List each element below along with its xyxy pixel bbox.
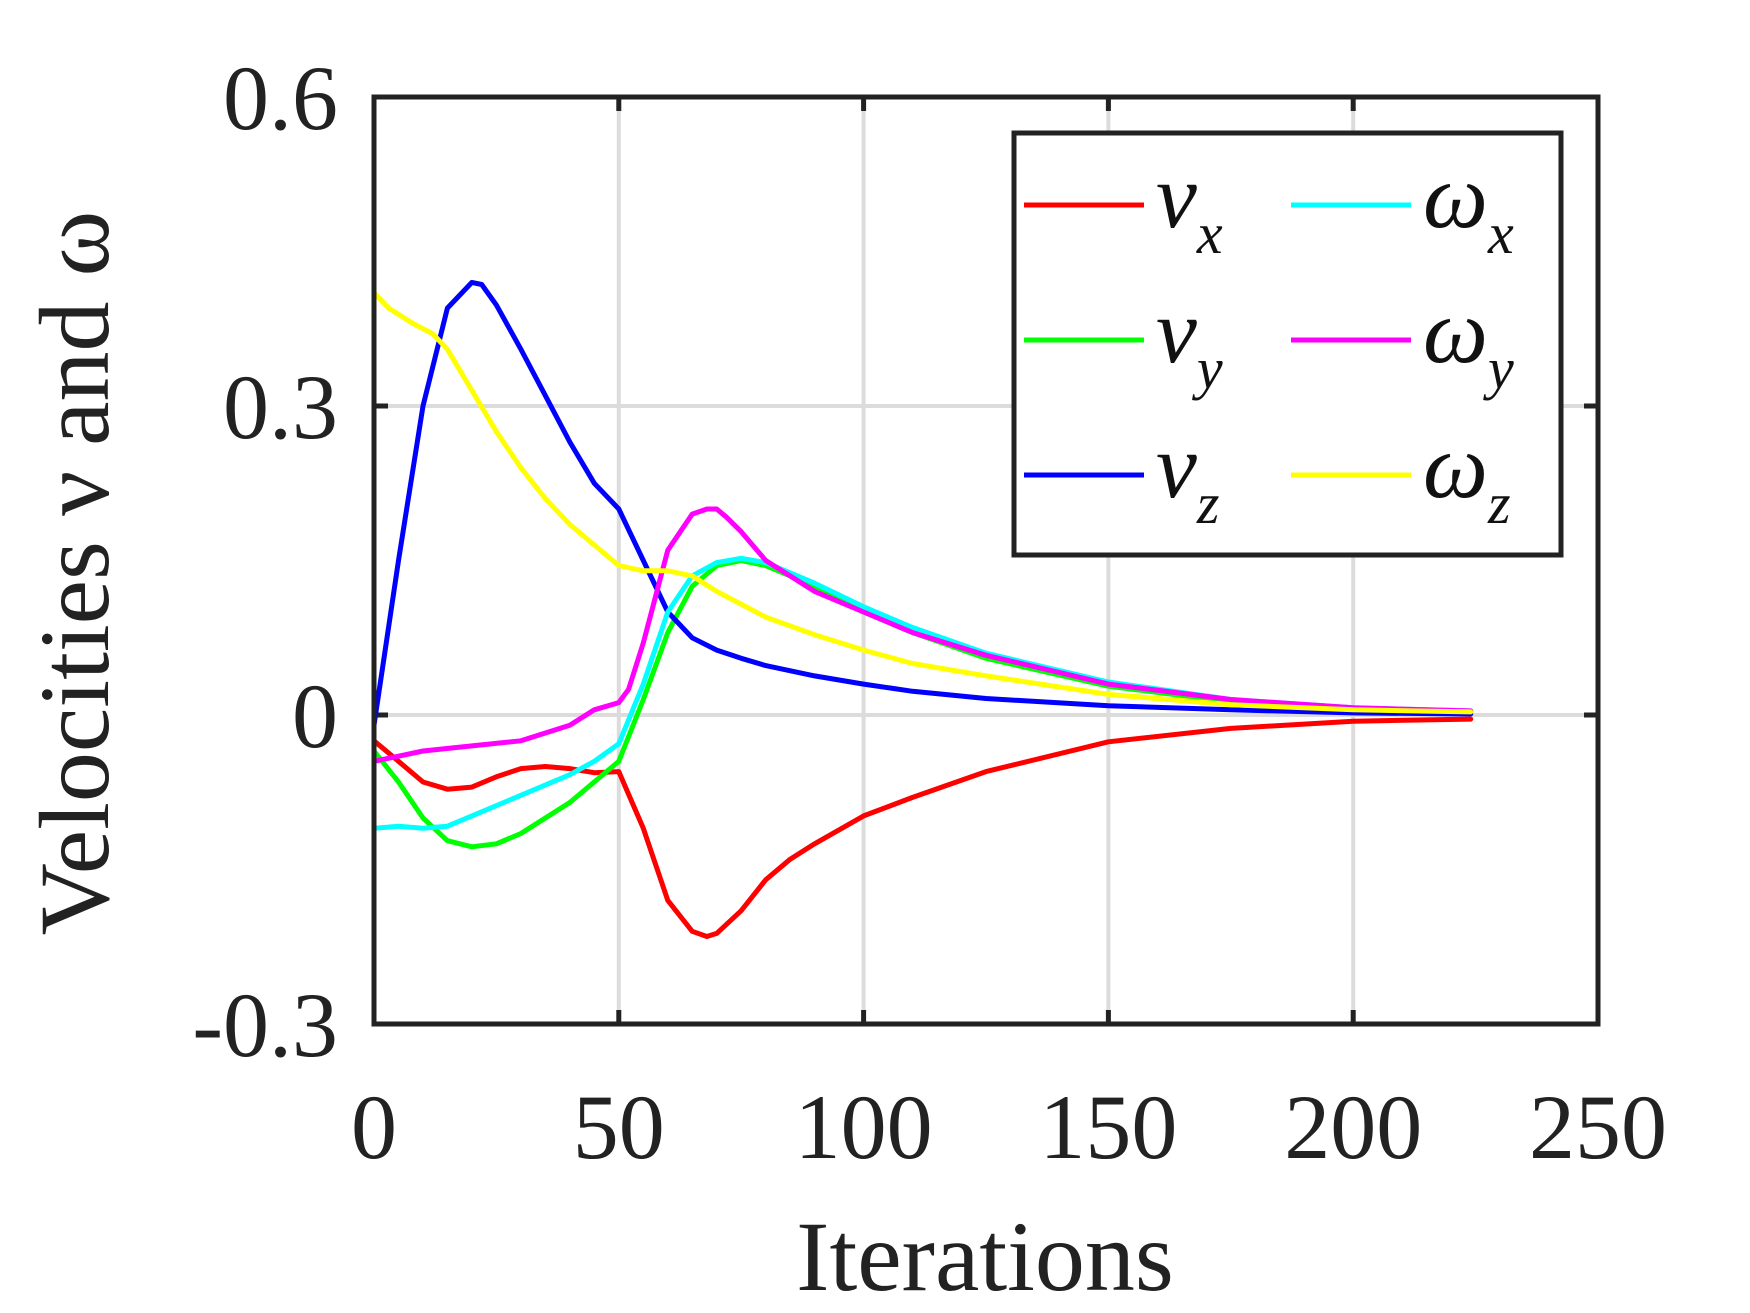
x-tick-label: 250 — [1529, 1076, 1667, 1178]
x-tick-label: 0 — [351, 1076, 397, 1178]
legend-symbol: ω — [1423, 280, 1488, 382]
y-tick-label: -0.3 — [192, 974, 338, 1076]
legend-symbol: ν — [1156, 145, 1197, 247]
y-tick-label: 0.3 — [223, 356, 338, 458]
series-lines — [371, 279, 1474, 939]
legend-symbol: ω — [1423, 145, 1488, 247]
y-tick-labels: -0.3 0 0.3 0.6 — [192, 47, 338, 1076]
legend-subscript: x — [1487, 201, 1514, 266]
legend-label: ωy — [1423, 280, 1514, 401]
x-tick-label: 150 — [1039, 1076, 1177, 1178]
series-line-z-omega — [371, 290, 1474, 715]
x-axis-label: Iterations — [796, 1201, 1174, 1312]
y-tick-label: 0.6 — [223, 47, 338, 149]
legend-label: νy — [1156, 280, 1223, 401]
legend-subscript: y — [1483, 336, 1514, 401]
series-line-y-omega — [371, 506, 1474, 764]
legend-subscript: x — [1196, 201, 1223, 266]
plot-frame — [371, 94, 1601, 1027]
x-tick-label: 200 — [1284, 1076, 1422, 1178]
series-line-z-nu — [371, 279, 1474, 728]
legend-label: ωz — [1423, 415, 1511, 536]
legend-symbol: ν — [1156, 415, 1197, 517]
x-tick-labels: 0 50 100 150 200 250 — [351, 1076, 1667, 1178]
legend-subscript: z — [1487, 471, 1511, 536]
y-axis-label: Velocities ν and ω — [19, 211, 130, 936]
legend-symbol: ν — [1156, 280, 1197, 382]
series-line-y-nu — [371, 558, 1474, 850]
legend-subscript: y — [1192, 336, 1223, 401]
legend-label: νz — [1156, 415, 1219, 536]
x-tick-label: 100 — [795, 1076, 933, 1178]
y-tick-label: 0 — [292, 665, 338, 767]
legend-symbol: ω — [1423, 415, 1488, 517]
legend-label: ωx — [1423, 145, 1514, 266]
legend-subscript: z — [1196, 471, 1220, 536]
series-line-x-nu — [371, 716, 1474, 939]
x-tick-label: 50 — [573, 1076, 665, 1178]
legend-label: νx — [1156, 145, 1223, 266]
